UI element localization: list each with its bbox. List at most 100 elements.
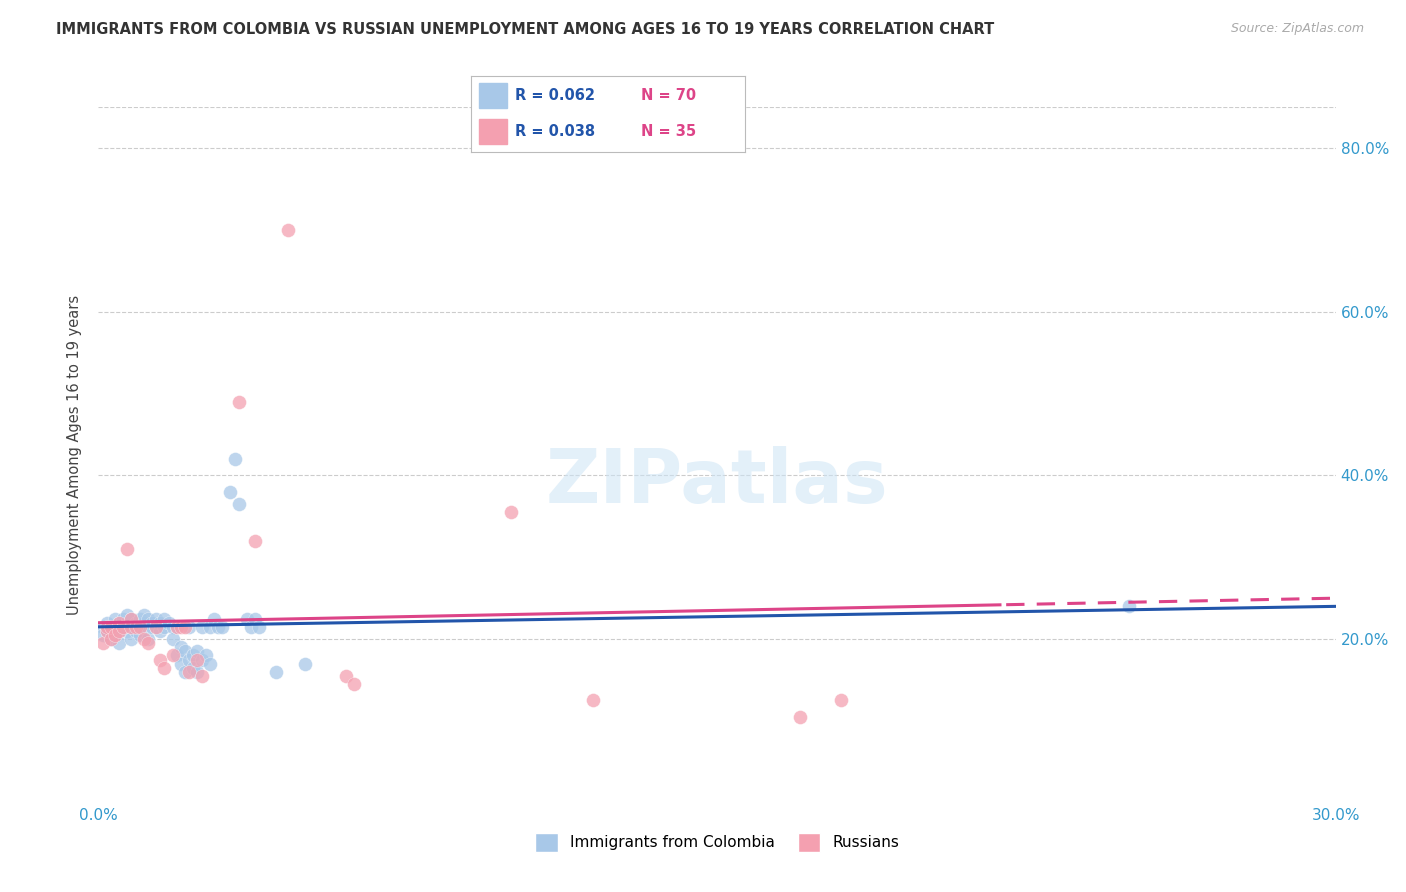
Point xyxy=(132,615,155,630)
Point xyxy=(120,612,142,626)
Point xyxy=(136,632,159,646)
Point xyxy=(117,542,139,557)
Point xyxy=(132,632,155,646)
Point xyxy=(153,661,176,675)
Point xyxy=(179,665,201,679)
Point xyxy=(243,612,266,626)
Point xyxy=(145,620,167,634)
Point xyxy=(174,644,197,658)
Point xyxy=(96,624,118,638)
Point xyxy=(149,652,172,666)
Point xyxy=(166,648,188,663)
Point xyxy=(240,620,263,634)
Point xyxy=(830,693,852,707)
Point xyxy=(124,620,146,634)
Point xyxy=(91,628,114,642)
Text: N = 35: N = 35 xyxy=(641,124,696,139)
Point xyxy=(207,620,229,634)
Text: R = 0.038: R = 0.038 xyxy=(515,124,595,139)
Point xyxy=(294,657,316,671)
Point xyxy=(186,644,208,658)
Point xyxy=(149,615,172,630)
Point xyxy=(108,624,131,638)
Point xyxy=(224,452,246,467)
Point xyxy=(499,505,522,519)
Point xyxy=(100,632,122,646)
Point xyxy=(162,648,184,663)
Point xyxy=(124,624,146,638)
Point xyxy=(136,636,159,650)
Point xyxy=(117,607,139,622)
Point xyxy=(264,665,287,679)
Point xyxy=(117,624,139,638)
Point xyxy=(100,632,122,646)
Point xyxy=(247,620,270,634)
Point xyxy=(100,620,122,634)
Point xyxy=(108,624,131,638)
Point xyxy=(124,615,146,630)
Point xyxy=(202,612,225,626)
Point xyxy=(96,624,118,638)
Point xyxy=(166,620,188,634)
Point xyxy=(141,615,163,630)
Point xyxy=(179,620,201,634)
Point xyxy=(141,620,163,634)
Point xyxy=(120,632,142,646)
Point xyxy=(170,640,193,655)
Point xyxy=(149,624,172,638)
Point xyxy=(112,612,135,626)
Point xyxy=(128,620,150,634)
Point xyxy=(112,620,135,634)
Point xyxy=(582,693,605,707)
Point xyxy=(96,620,118,634)
Text: R = 0.062: R = 0.062 xyxy=(515,87,595,103)
Point xyxy=(108,615,131,630)
Point xyxy=(104,612,127,626)
Point xyxy=(153,612,176,626)
Point xyxy=(174,620,197,634)
Point xyxy=(174,665,197,679)
Point xyxy=(194,648,217,663)
Point xyxy=(120,620,142,634)
Point xyxy=(120,620,142,634)
Point xyxy=(145,620,167,634)
Point xyxy=(128,620,150,634)
Point xyxy=(104,628,127,642)
Point xyxy=(228,394,250,409)
Point xyxy=(100,620,122,634)
Point xyxy=(335,669,357,683)
Point xyxy=(112,620,135,634)
Point xyxy=(108,615,131,630)
Y-axis label: Unemployment Among Ages 16 to 19 years: Unemployment Among Ages 16 to 19 years xyxy=(67,295,83,615)
Text: IMMIGRANTS FROM COLOMBIA VS RUSSIAN UNEMPLOYMENT AMONG AGES 16 TO 19 YEARS CORRE: IMMIGRANTS FROM COLOMBIA VS RUSSIAN UNEM… xyxy=(56,22,994,37)
Point xyxy=(243,533,266,548)
Text: N = 70: N = 70 xyxy=(641,87,696,103)
Point xyxy=(136,620,159,634)
Point xyxy=(128,628,150,642)
Legend: Immigrants from Colombia, Russians: Immigrants from Colombia, Russians xyxy=(529,827,905,858)
Point xyxy=(181,661,204,675)
Point xyxy=(211,620,233,634)
Point xyxy=(128,612,150,626)
Point xyxy=(181,648,204,663)
Point xyxy=(145,612,167,626)
Point xyxy=(236,612,259,626)
Point xyxy=(162,620,184,634)
Point xyxy=(186,652,208,666)
Point xyxy=(166,620,188,634)
Point xyxy=(157,615,180,630)
Text: ZIPatlas: ZIPatlas xyxy=(546,446,889,519)
Point xyxy=(132,607,155,622)
Text: Source: ZipAtlas.com: Source: ZipAtlas.com xyxy=(1230,22,1364,36)
Point xyxy=(170,620,193,634)
Point xyxy=(179,652,201,666)
Point xyxy=(789,710,811,724)
Point xyxy=(120,612,142,626)
Point xyxy=(190,652,212,666)
Point xyxy=(198,620,221,634)
Point xyxy=(91,620,114,634)
Bar xyxy=(479,83,506,108)
Bar xyxy=(479,119,506,144)
Point xyxy=(136,612,159,626)
Point xyxy=(186,665,208,679)
